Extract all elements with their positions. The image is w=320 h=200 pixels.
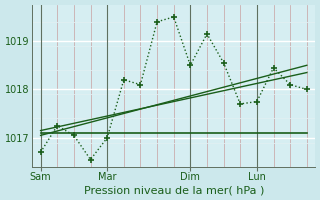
X-axis label: Pression niveau de la mer( hPa ): Pression niveau de la mer( hPa )	[84, 185, 264, 195]
